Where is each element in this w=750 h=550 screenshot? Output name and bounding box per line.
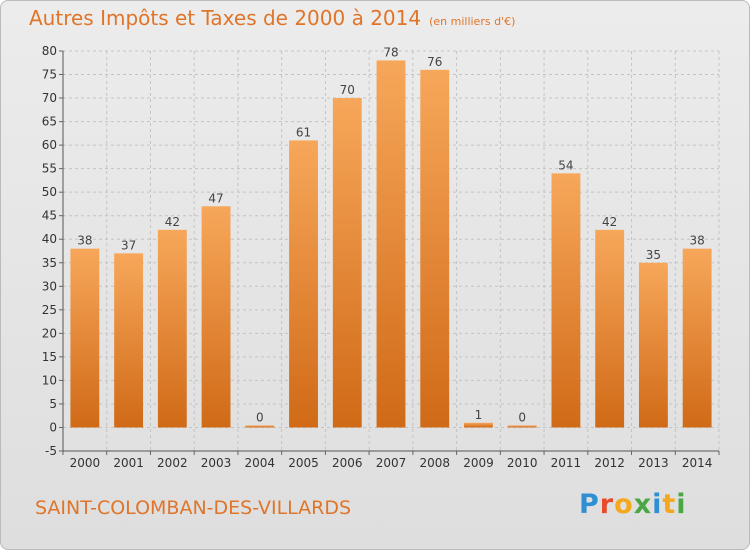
data-label: 61 (296, 125, 311, 139)
data-label: 0 (518, 410, 526, 424)
x-tick-label: 2008 (419, 456, 450, 470)
bar (289, 140, 318, 428)
chart-title-text: Autres Impôts et Taxes de 2000 à 2014 (29, 6, 422, 30)
bar (638, 262, 668, 428)
x-tick-label: 2009 (463, 456, 494, 470)
y-tick-label: 15 (42, 350, 57, 364)
bar (157, 229, 187, 428)
y-tick-label: 25 (42, 303, 57, 317)
bar (332, 98, 362, 428)
commune-name: SAINT-COLOMBAN-DES-VILLARDS (35, 497, 352, 519)
bar (420, 69, 450, 428)
bar (507, 425, 537, 428)
data-label: 37 (121, 238, 136, 252)
bar (70, 248, 100, 428)
x-tick-label: 2013 (638, 456, 669, 470)
x-tick-label: 2000 (70, 456, 101, 470)
data-label: 1 (475, 408, 483, 422)
data-label: 42 (165, 215, 180, 229)
data-label: 78 (383, 45, 398, 59)
x-tick-label: 2002 (157, 456, 188, 470)
y-tick-label: -5 (45, 444, 57, 458)
bar (682, 248, 712, 428)
y-tick-label: 55 (42, 162, 57, 176)
y-tick-label: 70 (42, 91, 57, 105)
x-tick-label: 2014 (682, 456, 713, 470)
bar (376, 60, 406, 428)
logo-letter: r (599, 489, 615, 520)
y-tick-label: 50 (42, 185, 57, 199)
proxiti-logo: Proxiti (579, 489, 687, 520)
bar (464, 422, 493, 428)
data-label: 76 (427, 55, 442, 69)
data-label: 35 (646, 248, 661, 262)
data-label: 38 (77, 234, 92, 248)
x-tick-label: 2010 (507, 456, 538, 470)
x-tick-label: 2011 (551, 456, 582, 470)
y-tick-label: 0 (49, 420, 57, 434)
data-label: 42 (602, 215, 617, 229)
y-tick-label: 30 (42, 279, 57, 293)
logo-letter: o (614, 489, 634, 520)
data-label: 70 (340, 83, 355, 97)
x-tick-label: 2005 (288, 456, 319, 470)
y-tick-label: 35 (42, 256, 57, 270)
data-labels: 38 37 42 47 0 61 70 78 76 1 0 54 42 35 38 (77, 45, 705, 424)
y-tick-label: 80 (42, 44, 57, 58)
logo-letter: i (652, 489, 663, 520)
data-label: 54 (558, 158, 573, 172)
y-tick-label: 65 (42, 115, 57, 129)
y-tick-label: 75 (42, 68, 57, 82)
y-tick-label: 20 (42, 326, 57, 340)
bar (595, 229, 625, 428)
y-tick-label: 5 (49, 397, 57, 411)
logo-letter: P (579, 489, 600, 520)
x-tick-label: 2012 (594, 456, 625, 470)
y-tick-label: 40 (42, 232, 57, 246)
bar (201, 206, 231, 428)
chart-unit: (en milliers d'€) (429, 15, 516, 28)
x-tick-label: 2003 (201, 456, 232, 470)
logo-letter: t (662, 489, 677, 520)
bar (114, 253, 144, 428)
chart-title: Autres Impôts et Taxes de 2000 à 2014 (en… (29, 6, 515, 30)
y-tick-label: 45 (42, 209, 57, 223)
bar (245, 425, 275, 428)
x-tick-label: 2007 (376, 456, 407, 470)
bars (70, 60, 712, 428)
logo-letter: x (633, 489, 653, 520)
x-tick-label: 2001 (113, 456, 144, 470)
data-label: 38 (689, 234, 704, 248)
bar (551, 173, 581, 428)
y-tick-label: 10 (42, 373, 57, 387)
data-label: 0 (256, 410, 264, 424)
y-tick-label: 60 (42, 138, 57, 152)
x-tick-label: 2006 (332, 456, 363, 470)
x-tick-label: 2004 (245, 456, 276, 470)
logo-letter: i (676, 489, 687, 520)
data-label: 47 (208, 191, 223, 205)
